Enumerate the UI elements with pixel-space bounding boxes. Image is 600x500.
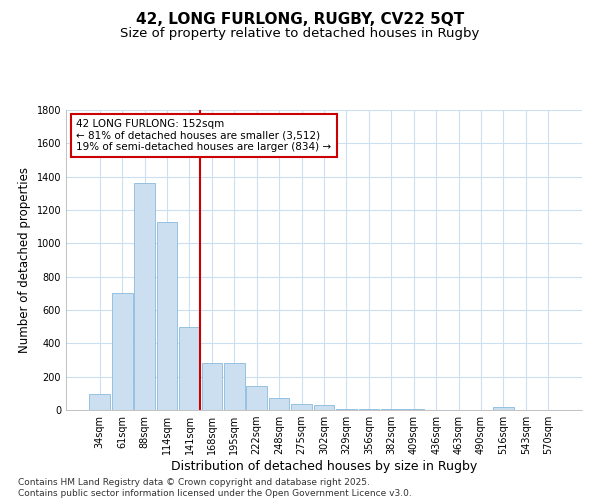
Bar bbox=[112, 292, 133, 410]
Text: 42 LONG FURLONG: 152sqm
← 81% of detached houses are smaller (3,512)
19% of semi: 42 LONG FURLONG: 152sqm ← 81% of detache… bbox=[76, 119, 331, 152]
Bar bbox=[314, 406, 334, 410]
Bar bbox=[269, 398, 289, 410]
Bar bbox=[291, 404, 312, 410]
Bar bbox=[202, 362, 222, 410]
X-axis label: Distribution of detached houses by size in Rugby: Distribution of detached houses by size … bbox=[171, 460, 477, 473]
Bar bbox=[336, 409, 357, 410]
Bar bbox=[493, 406, 514, 410]
Bar bbox=[403, 409, 424, 410]
Bar bbox=[179, 326, 200, 410]
Text: Contains HM Land Registry data © Crown copyright and database right 2025.
Contai: Contains HM Land Registry data © Crown c… bbox=[18, 478, 412, 498]
Bar bbox=[134, 182, 155, 410]
Y-axis label: Number of detached properties: Number of detached properties bbox=[18, 167, 31, 353]
Text: Size of property relative to detached houses in Rugby: Size of property relative to detached ho… bbox=[121, 28, 479, 40]
Bar bbox=[247, 386, 267, 410]
Text: 42, LONG FURLONG, RUGBY, CV22 5QT: 42, LONG FURLONG, RUGBY, CV22 5QT bbox=[136, 12, 464, 28]
Bar bbox=[224, 362, 245, 410]
Bar bbox=[381, 409, 401, 410]
Bar bbox=[359, 409, 379, 410]
Bar bbox=[157, 222, 178, 410]
Bar bbox=[89, 394, 110, 410]
